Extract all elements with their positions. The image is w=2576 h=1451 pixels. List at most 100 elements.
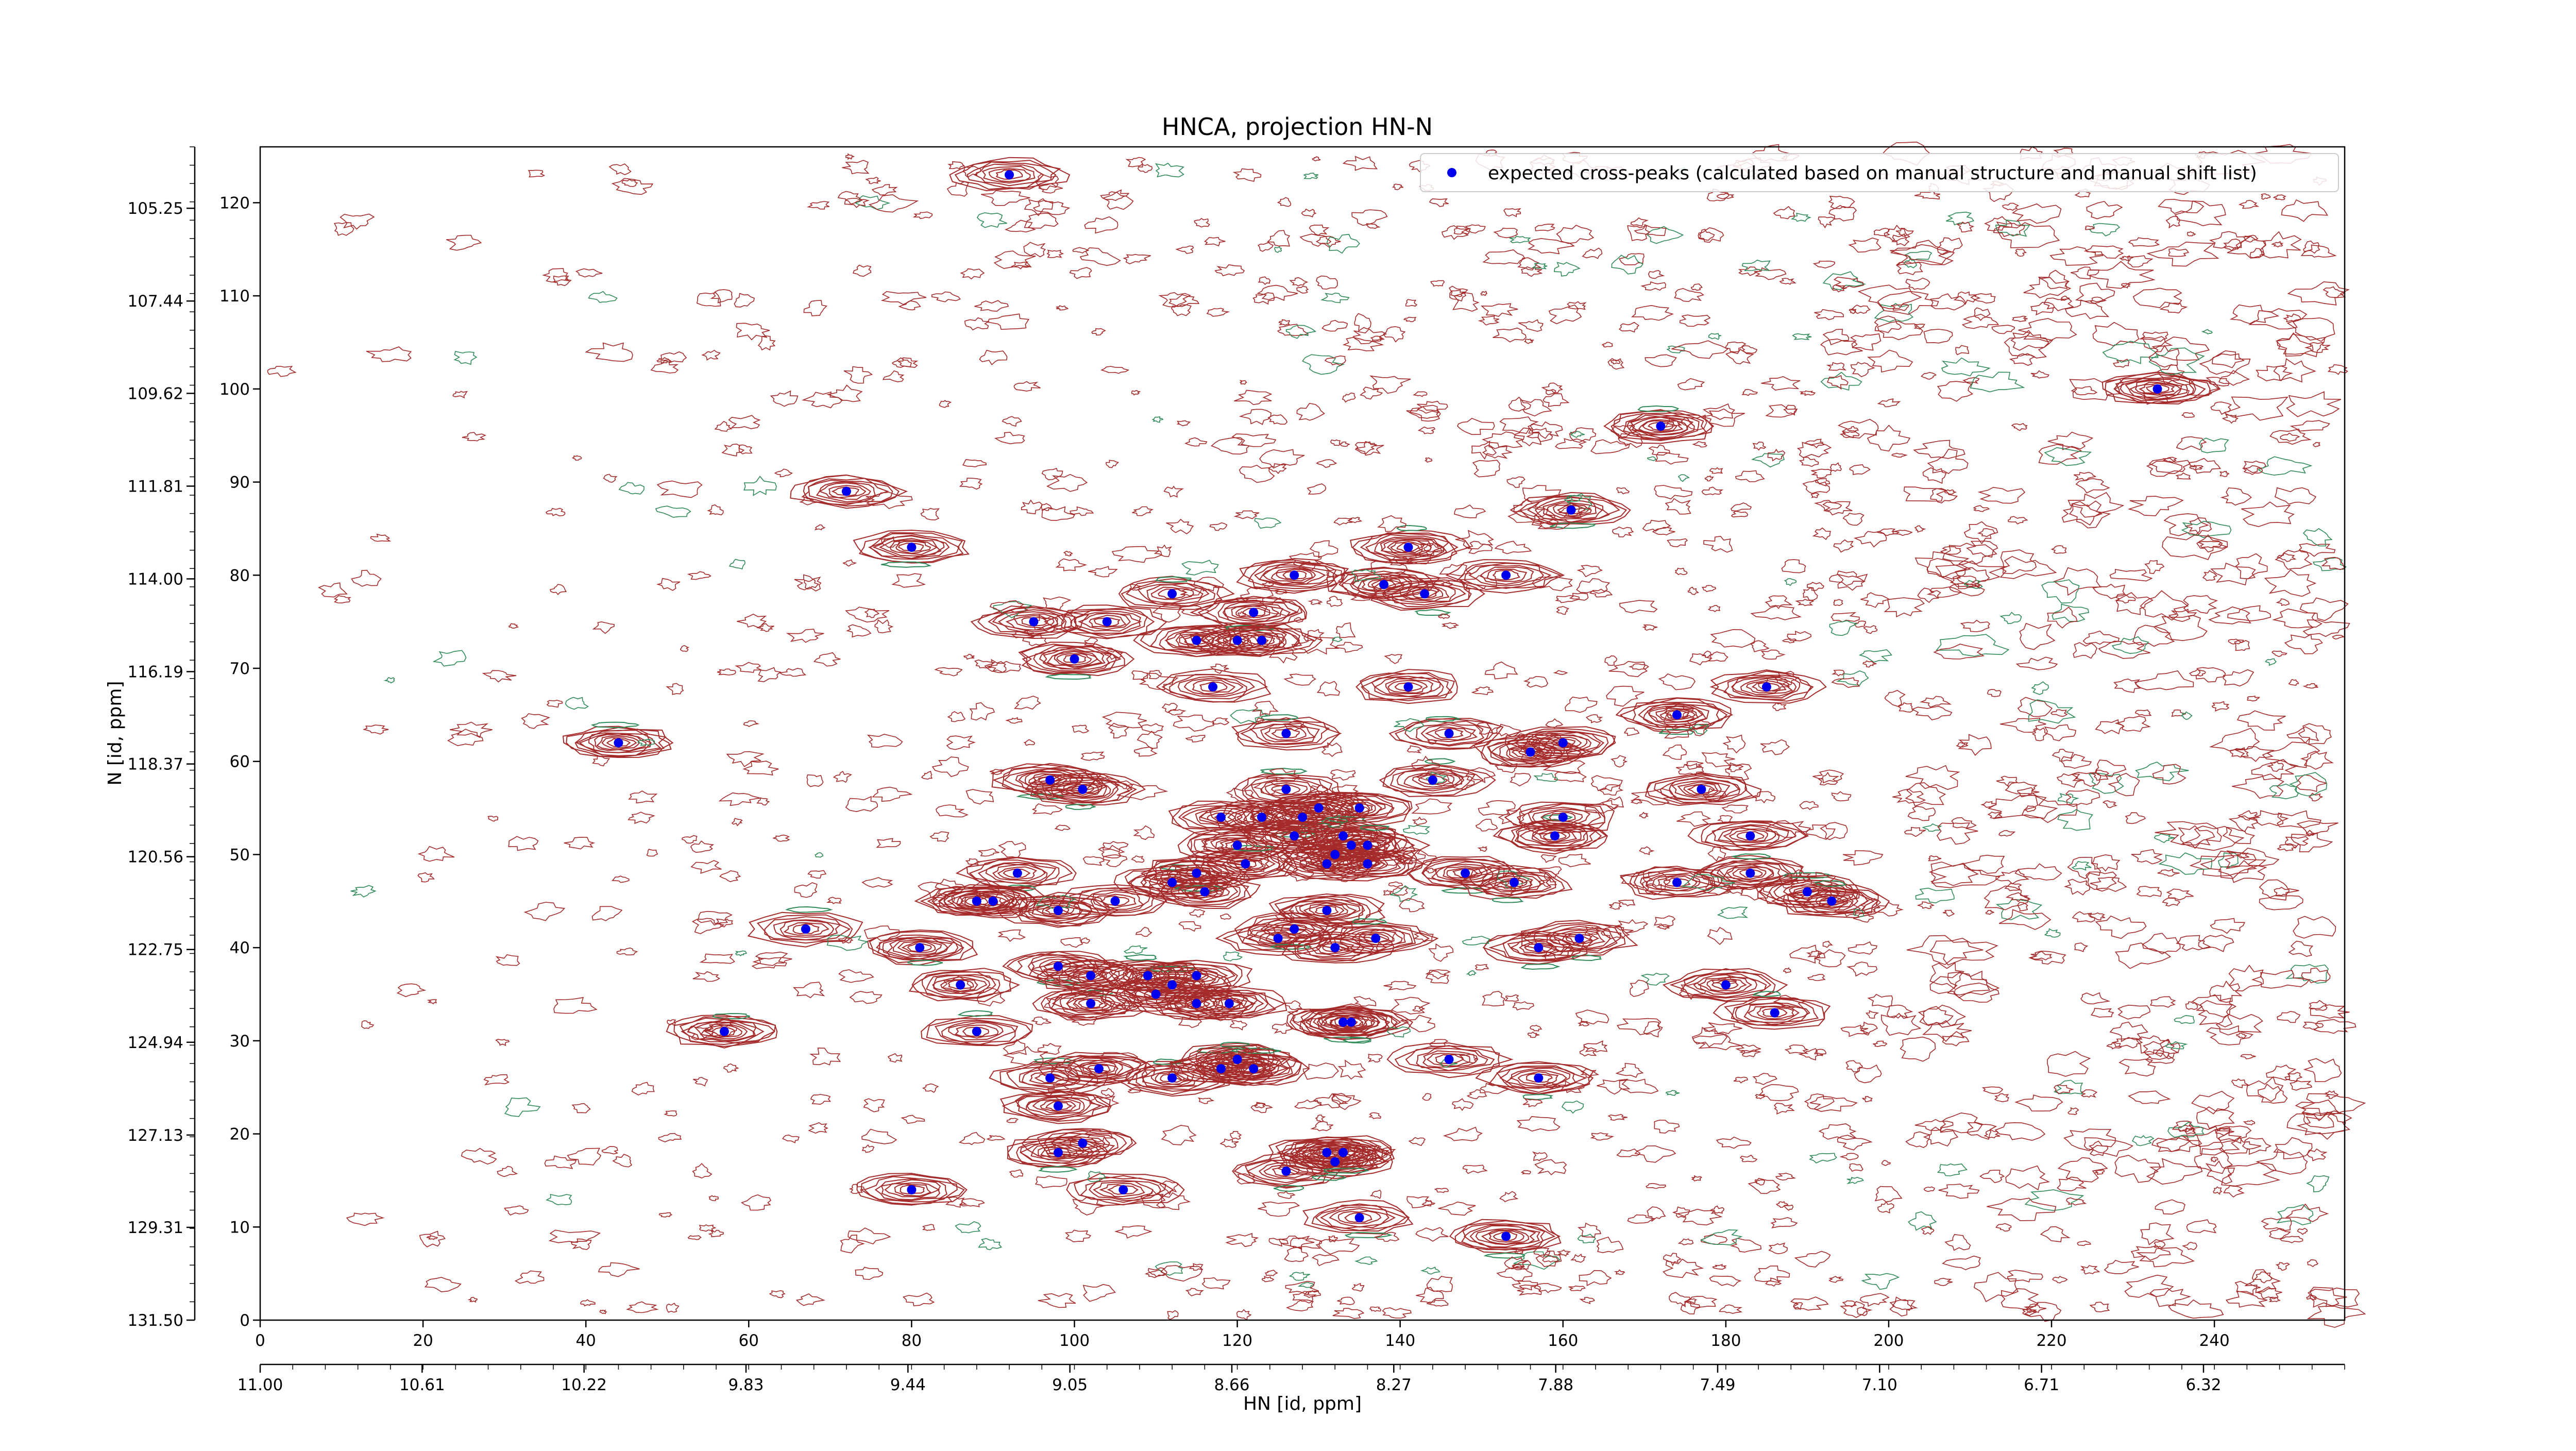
contour-line [495,954,520,966]
contour-line [1691,1026,1728,1048]
contour-line [1794,1251,1831,1268]
contour-line [1442,865,1488,881]
contour-line [957,1010,993,1017]
contour-line [1512,1260,1531,1270]
contour-line [2210,918,2245,934]
contour-line [1005,896,1048,913]
contour-line [854,195,891,210]
contour-line [1285,1280,1319,1295]
contour-line [1579,1045,1597,1057]
contour-line [1123,954,1157,961]
contour-line [2174,200,2226,227]
contour-line [1775,1172,1797,1181]
contour-line [1231,433,1277,447]
contour-line [1231,1060,1276,1076]
contour-line [1977,486,2026,504]
contour-line [1317,1145,1369,1160]
contour-line [708,1229,724,1238]
contour-line [2198,437,2229,453]
contour-line [1891,233,1910,246]
contour-line [2134,709,2152,716]
contour-line [1452,292,1480,312]
contour-line [1413,391,1428,397]
contour-line [1316,459,1337,468]
contour-line [2308,792,2324,802]
contour-line [1071,984,1096,997]
contour-line [1768,1242,1788,1255]
contour-line [794,882,818,898]
contour-line [1478,315,1500,326]
contour-line [1905,765,1960,790]
contour-line [1240,586,1274,605]
contour-line [699,1224,717,1232]
contour-line [2241,501,2295,527]
contour-line [1514,730,1609,756]
peak-marker [1281,729,1291,738]
contour-line [1973,1272,2019,1303]
contour-line [1494,763,1518,773]
contour-line [1534,1283,1562,1293]
contour-line [1452,1098,1474,1111]
contour-line [2107,772,2140,797]
contour-line [2195,667,2226,683]
contour-line [601,737,637,749]
contour-line [1036,895,1077,910]
contour-line [1820,822,1848,840]
contour-line [1612,526,1634,537]
contour-line [1814,949,1846,968]
contour-line [1738,266,1761,276]
contour-line [2253,1271,2273,1284]
x-ppm-tick-label: 6.71 [2024,1376,2059,1394]
contour-line [1247,828,1264,839]
contour-line [1207,1055,1293,1081]
contour-line [1201,852,1285,877]
contour-line [813,652,841,667]
contour-line [1072,1196,1106,1216]
contour-line [1735,470,1765,482]
contour-line [1512,1280,1538,1291]
contour-line [580,1299,596,1307]
contour-line [1204,237,1226,247]
contour-line [1174,867,1221,881]
contour-line [2266,761,2284,772]
contour-line [1309,904,1345,917]
contour-line [1147,1267,1166,1277]
contour-line [1132,506,1154,516]
contour-line [1833,599,1843,606]
contour-line [2188,458,2221,474]
contour-line [1675,763,1704,776]
contour-line [2286,391,2342,417]
contour-line [1471,440,1497,460]
contour-line [1647,1206,1666,1222]
contour-line [1921,1226,1935,1235]
contour-line [621,178,638,187]
contour-line [2073,642,2098,659]
contour-line [2067,1107,2079,1115]
peak-marker [1053,905,1063,915]
contour-line [1917,901,1935,909]
contour-line [2102,800,2117,808]
contour-line [2288,679,2299,686]
contour-line [1061,609,1148,636]
contour-line [1146,584,1204,604]
contour-line [1677,781,1722,797]
contour-line [1492,897,1524,903]
contour-line [2215,1014,2263,1036]
contour-line [1073,887,1156,914]
contour-line [1137,582,1210,605]
peak-marker [1281,784,1291,794]
contour-line [1128,584,1142,591]
contour-line [1281,931,1395,964]
contour-line [984,659,1007,673]
contour-line [1506,728,1616,760]
contour-line [1259,449,1305,469]
contour-line [579,732,651,753]
contour-line [1392,183,1404,190]
contour-line [993,250,1036,269]
contour-line [1496,1266,1533,1281]
contour-line [1403,316,1417,323]
contour-line [1997,222,2060,248]
contour-line [1155,875,1252,907]
contour-line [1849,464,1871,475]
contour-line [1645,883,1663,896]
